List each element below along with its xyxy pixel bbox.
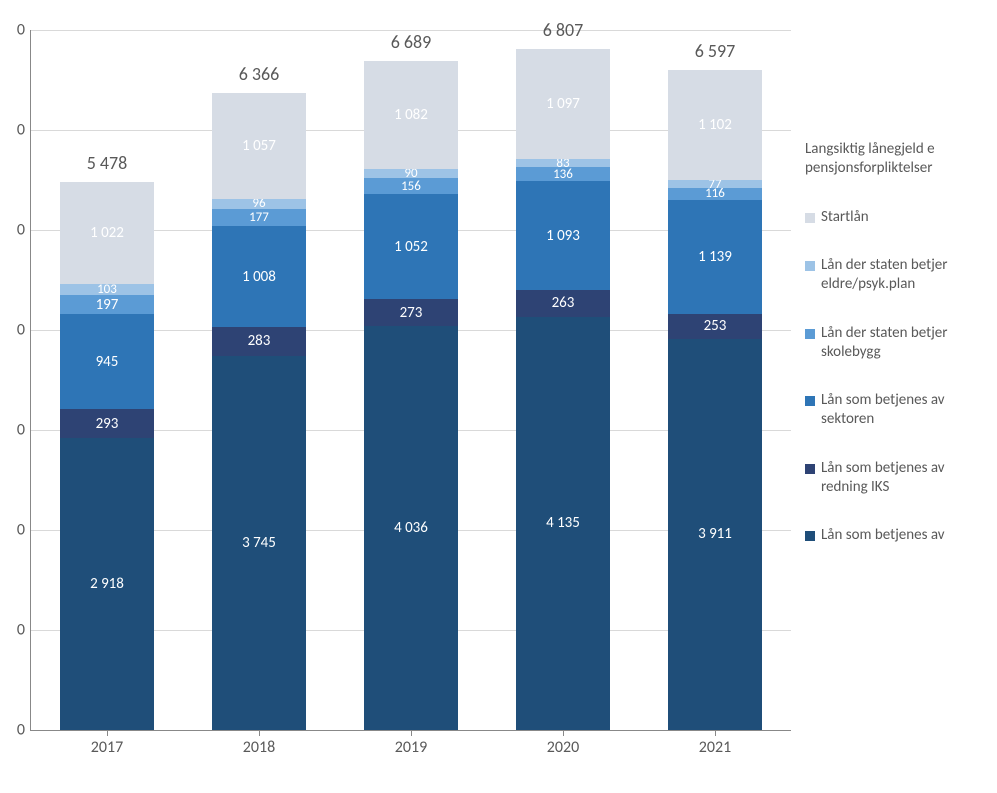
y-axis-tick: 0 bbox=[17, 321, 31, 340]
y-axis-tick: 0 bbox=[17, 721, 31, 740]
bar-segment-sektoren: 1 139 bbox=[668, 200, 762, 314]
legend-label: Lån som betjenes av redning IKS bbox=[821, 459, 985, 497]
legend-item: Langsiktig lånegjeld e pensjonsforplikte… bbox=[805, 140, 985, 178]
legend-label: Lån som betjenes av sektoren bbox=[821, 391, 985, 429]
segment-value-label: 1 139 bbox=[698, 248, 732, 266]
y-axis-tick: 0 bbox=[17, 421, 31, 440]
bar-segment-eldre_psyk: 90 bbox=[364, 169, 458, 178]
segment-value-label: 4 036 bbox=[394, 519, 428, 537]
bar-total-label: 6 597 bbox=[695, 40, 736, 62]
segment-value-label: 283 bbox=[248, 332, 271, 350]
bar-segment-sektoren: 1 052 bbox=[364, 194, 458, 299]
legend-swatch bbox=[805, 396, 815, 406]
legend-label: Langsiktig lånegjeld e pensjonsforplikte… bbox=[805, 140, 985, 178]
x-axis-label: 2017 bbox=[91, 730, 123, 757]
segment-value-label: 1 008 bbox=[242, 268, 276, 286]
legend-item: Lån der staten betjer eldre/psyk.plan bbox=[805, 256, 985, 294]
bar-segment-eldre_psyk: 96 bbox=[212, 199, 306, 209]
bar-segment-startlaan: 1 057 bbox=[212, 93, 306, 199]
legend-label: Lån der staten betjer skolebygg bbox=[821, 324, 985, 362]
legend-item: Lån som betjenes av sektoren bbox=[805, 391, 985, 429]
segment-value-label: 293 bbox=[96, 415, 119, 433]
bar-segment-eldre_psyk: 77 bbox=[668, 180, 762, 188]
legend: Langsiktig lånegjeld e pensjonsforplikte… bbox=[805, 140, 985, 575]
legend-item: Lån som betjenes av bbox=[805, 526, 985, 545]
bar-segment-skolebygg: 197 bbox=[60, 295, 154, 315]
bar-group: 4 1352631 093136831 0976 807 bbox=[516, 49, 610, 730]
y-axis-tick: 0 bbox=[17, 121, 31, 140]
x-axis-label: 2018 bbox=[243, 730, 275, 757]
segment-value-label: 1 093 bbox=[546, 227, 580, 245]
x-axis-label: 2021 bbox=[699, 730, 731, 757]
y-axis-tick: 0 bbox=[17, 521, 31, 540]
bar-segment-frie: 3 911 bbox=[668, 339, 762, 730]
bar-total-label: 6 807 bbox=[543, 19, 584, 41]
bar-segment-sektoren: 1 008 bbox=[212, 226, 306, 327]
legend-swatch bbox=[805, 213, 815, 223]
segment-value-label: 197 bbox=[96, 296, 119, 314]
bar-segment-eldre_psyk: 103 bbox=[60, 284, 154, 294]
legend-swatch bbox=[805, 261, 815, 271]
y-axis-tick: 0 bbox=[17, 621, 31, 640]
segment-value-label: 1 102 bbox=[698, 116, 732, 134]
segment-value-label: 4 135 bbox=[546, 514, 580, 532]
y-axis-tick: 0 bbox=[17, 221, 31, 240]
legend-swatch bbox=[805, 531, 815, 541]
legend-swatch bbox=[805, 329, 815, 339]
segment-value-label: 1 097 bbox=[546, 95, 580, 113]
segment-value-label: 1 082 bbox=[394, 106, 428, 124]
bar-segment-sektoren: 1 093 bbox=[516, 181, 610, 290]
legend-label: Lån der staten betjer eldre/psyk.plan bbox=[821, 256, 985, 294]
segment-value-label: 263 bbox=[552, 294, 575, 312]
bar-segment-startlaan: 1 082 bbox=[364, 61, 458, 169]
bar-segment-frie: 3 745 bbox=[212, 356, 306, 731]
segment-value-label: 3 745 bbox=[242, 534, 276, 552]
segment-value-label: 253 bbox=[704, 317, 727, 335]
bar-segment-frie: 2 918 bbox=[60, 438, 154, 730]
bar-group: 2 9182939451971031 0225 478 bbox=[60, 182, 154, 730]
legend-item: Lån som betjenes av redning IKS bbox=[805, 459, 985, 497]
bar-group: 4 0362731 052156901 0826 689 bbox=[364, 61, 458, 730]
x-axis-label: 2020 bbox=[547, 730, 579, 757]
bar-segment-startlaan: 1 022 bbox=[60, 182, 154, 284]
legend-label: Startlån bbox=[821, 208, 869, 227]
bar-group: 3 7452831 008177961 0576 366 bbox=[212, 93, 306, 730]
bar-segment-redning_iks: 253 bbox=[668, 314, 762, 339]
legend-item: Startlån bbox=[805, 208, 985, 227]
bar-segment-frie: 4 135 bbox=[516, 317, 610, 731]
segment-value-label: 1 052 bbox=[394, 238, 428, 256]
y-axis-tick: 0 bbox=[17, 21, 31, 40]
bar-total-label: 6 689 bbox=[391, 31, 432, 53]
segment-value-label: 2 918 bbox=[90, 575, 124, 593]
segment-value-label: 177 bbox=[249, 210, 269, 225]
x-axis-label: 2019 bbox=[395, 730, 427, 757]
bar-segment-frie: 4 036 bbox=[364, 326, 458, 730]
bar-total-label: 6 366 bbox=[239, 63, 280, 85]
segment-value-label: 945 bbox=[96, 353, 119, 371]
segment-value-label: 273 bbox=[400, 304, 423, 322]
bar-segment-redning_iks: 283 bbox=[212, 327, 306, 355]
bar-total-label: 5 478 bbox=[87, 152, 128, 174]
segment-value-label: 1 057 bbox=[242, 137, 276, 155]
segment-value-label: 1 022 bbox=[90, 224, 124, 242]
segment-value-label: 3 911 bbox=[698, 525, 732, 543]
bar-group: 3 9112531 139116771 1026 597 bbox=[668, 70, 762, 730]
stacked-bar-chart: 0 0 0 0 0 0 0 0 2017 2 918 293 945 197 103 1 022 5 478 2… bbox=[0, 0, 997, 793]
legend-label: Lån som betjenes av bbox=[821, 526, 945, 545]
bar-segment-startlaan: 1 102 bbox=[668, 70, 762, 180]
bar-segment-startlaan: 1 097 bbox=[516, 49, 610, 159]
plot-area: 0000000020172 9182939451971031 0225 4782… bbox=[30, 30, 791, 731]
bar-segment-redning_iks: 273 bbox=[364, 299, 458, 326]
legend-item: Lån der staten betjer skolebygg bbox=[805, 324, 985, 362]
bar-segment-redning_iks: 263 bbox=[516, 290, 610, 316]
bar-segment-eldre_psyk: 83 bbox=[516, 159, 610, 167]
bar-segment-sektoren: 945 bbox=[60, 314, 154, 409]
bar-segment-redning_iks: 293 bbox=[60, 409, 154, 438]
legend-swatch bbox=[805, 464, 815, 474]
